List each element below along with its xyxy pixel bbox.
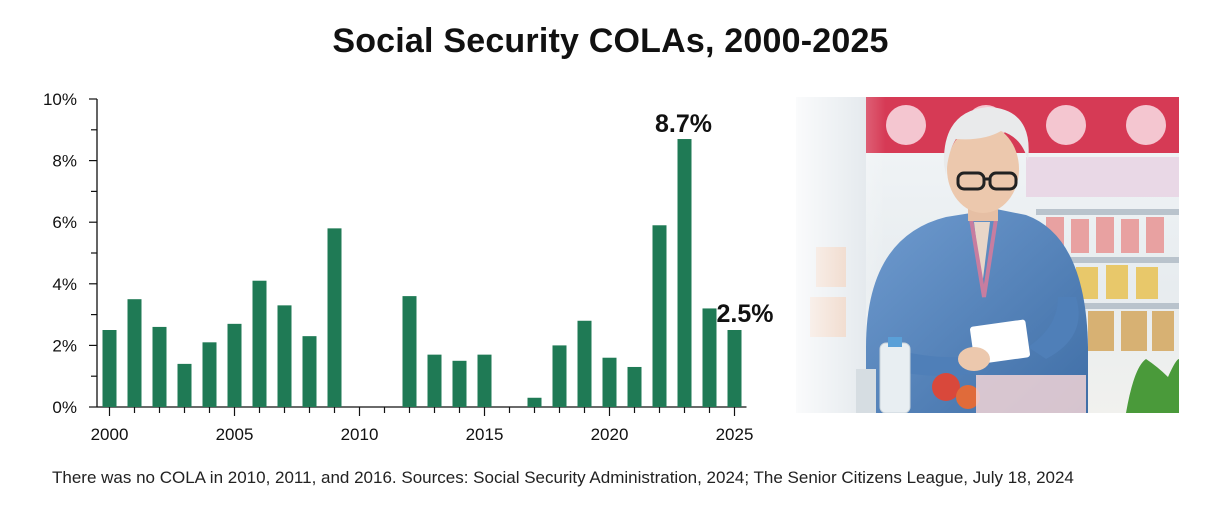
bar-2005: [227, 323, 242, 407]
x-tick-label: 2025: [716, 425, 754, 444]
bar-2003: [177, 363, 192, 407]
chart-bars: [102, 139, 742, 408]
bar-2023: [677, 139, 692, 408]
bar-2006: [252, 280, 267, 407]
bar-chart: 0% 2% 4% 6% 8% 10% 2000 2005 2010 2015 2020 2025 8.7…: [43, 90, 774, 444]
senior-woman-shopping-photo: [796, 97, 1179, 413]
bar-2009: [327, 228, 342, 407]
x-tick-label: 2015: [466, 425, 504, 444]
bar-2017: [527, 397, 542, 407]
bar-2020: [602, 357, 617, 407]
y-tick-label: 6%: [52, 213, 77, 232]
chart-title: Social Security COLAs, 2000-2025: [332, 22, 889, 60]
bar-2002: [152, 326, 167, 407]
bar-2022: [652, 225, 667, 407]
callout-label-2023: 8.7%: [655, 110, 712, 138]
x-tick-label: 2020: [591, 425, 629, 444]
bar-2007: [277, 305, 292, 407]
bar-2013: [427, 354, 442, 407]
bar-2024: [702, 308, 717, 407]
chart-footnote: There was no COLA in 2010, 2011, and 201…: [52, 468, 1074, 487]
bar-2014: [452, 360, 467, 407]
bar-2015: [477, 354, 492, 407]
bar-2004: [202, 342, 217, 407]
bar-2012: [402, 296, 417, 407]
callout-label-2025: 2.5%: [717, 300, 774, 328]
bar-2008: [302, 336, 317, 407]
y-tick-label: 2%: [52, 336, 77, 355]
y-tick-label: 0%: [52, 398, 77, 417]
y-tick-label: 8%: [52, 152, 77, 171]
x-tick-label: 2010: [341, 425, 379, 444]
x-tick-label: 2000: [91, 425, 129, 444]
bar-2025: [727, 330, 742, 407]
bar-2018: [552, 345, 567, 407]
bar-2000: [102, 330, 117, 407]
bar-2021: [627, 366, 642, 407]
bar-2001: [127, 299, 142, 407]
y-tick-label: 10%: [43, 90, 77, 109]
x-tick-label: 2005: [216, 425, 254, 444]
chart-labels: 0% 2% 4% 6% 8% 10% 2000 2005 2010 2015 2020 2025 8.7…: [43, 90, 774, 444]
bar-2019: [577, 320, 592, 407]
y-tick-label: 4%: [52, 275, 77, 294]
